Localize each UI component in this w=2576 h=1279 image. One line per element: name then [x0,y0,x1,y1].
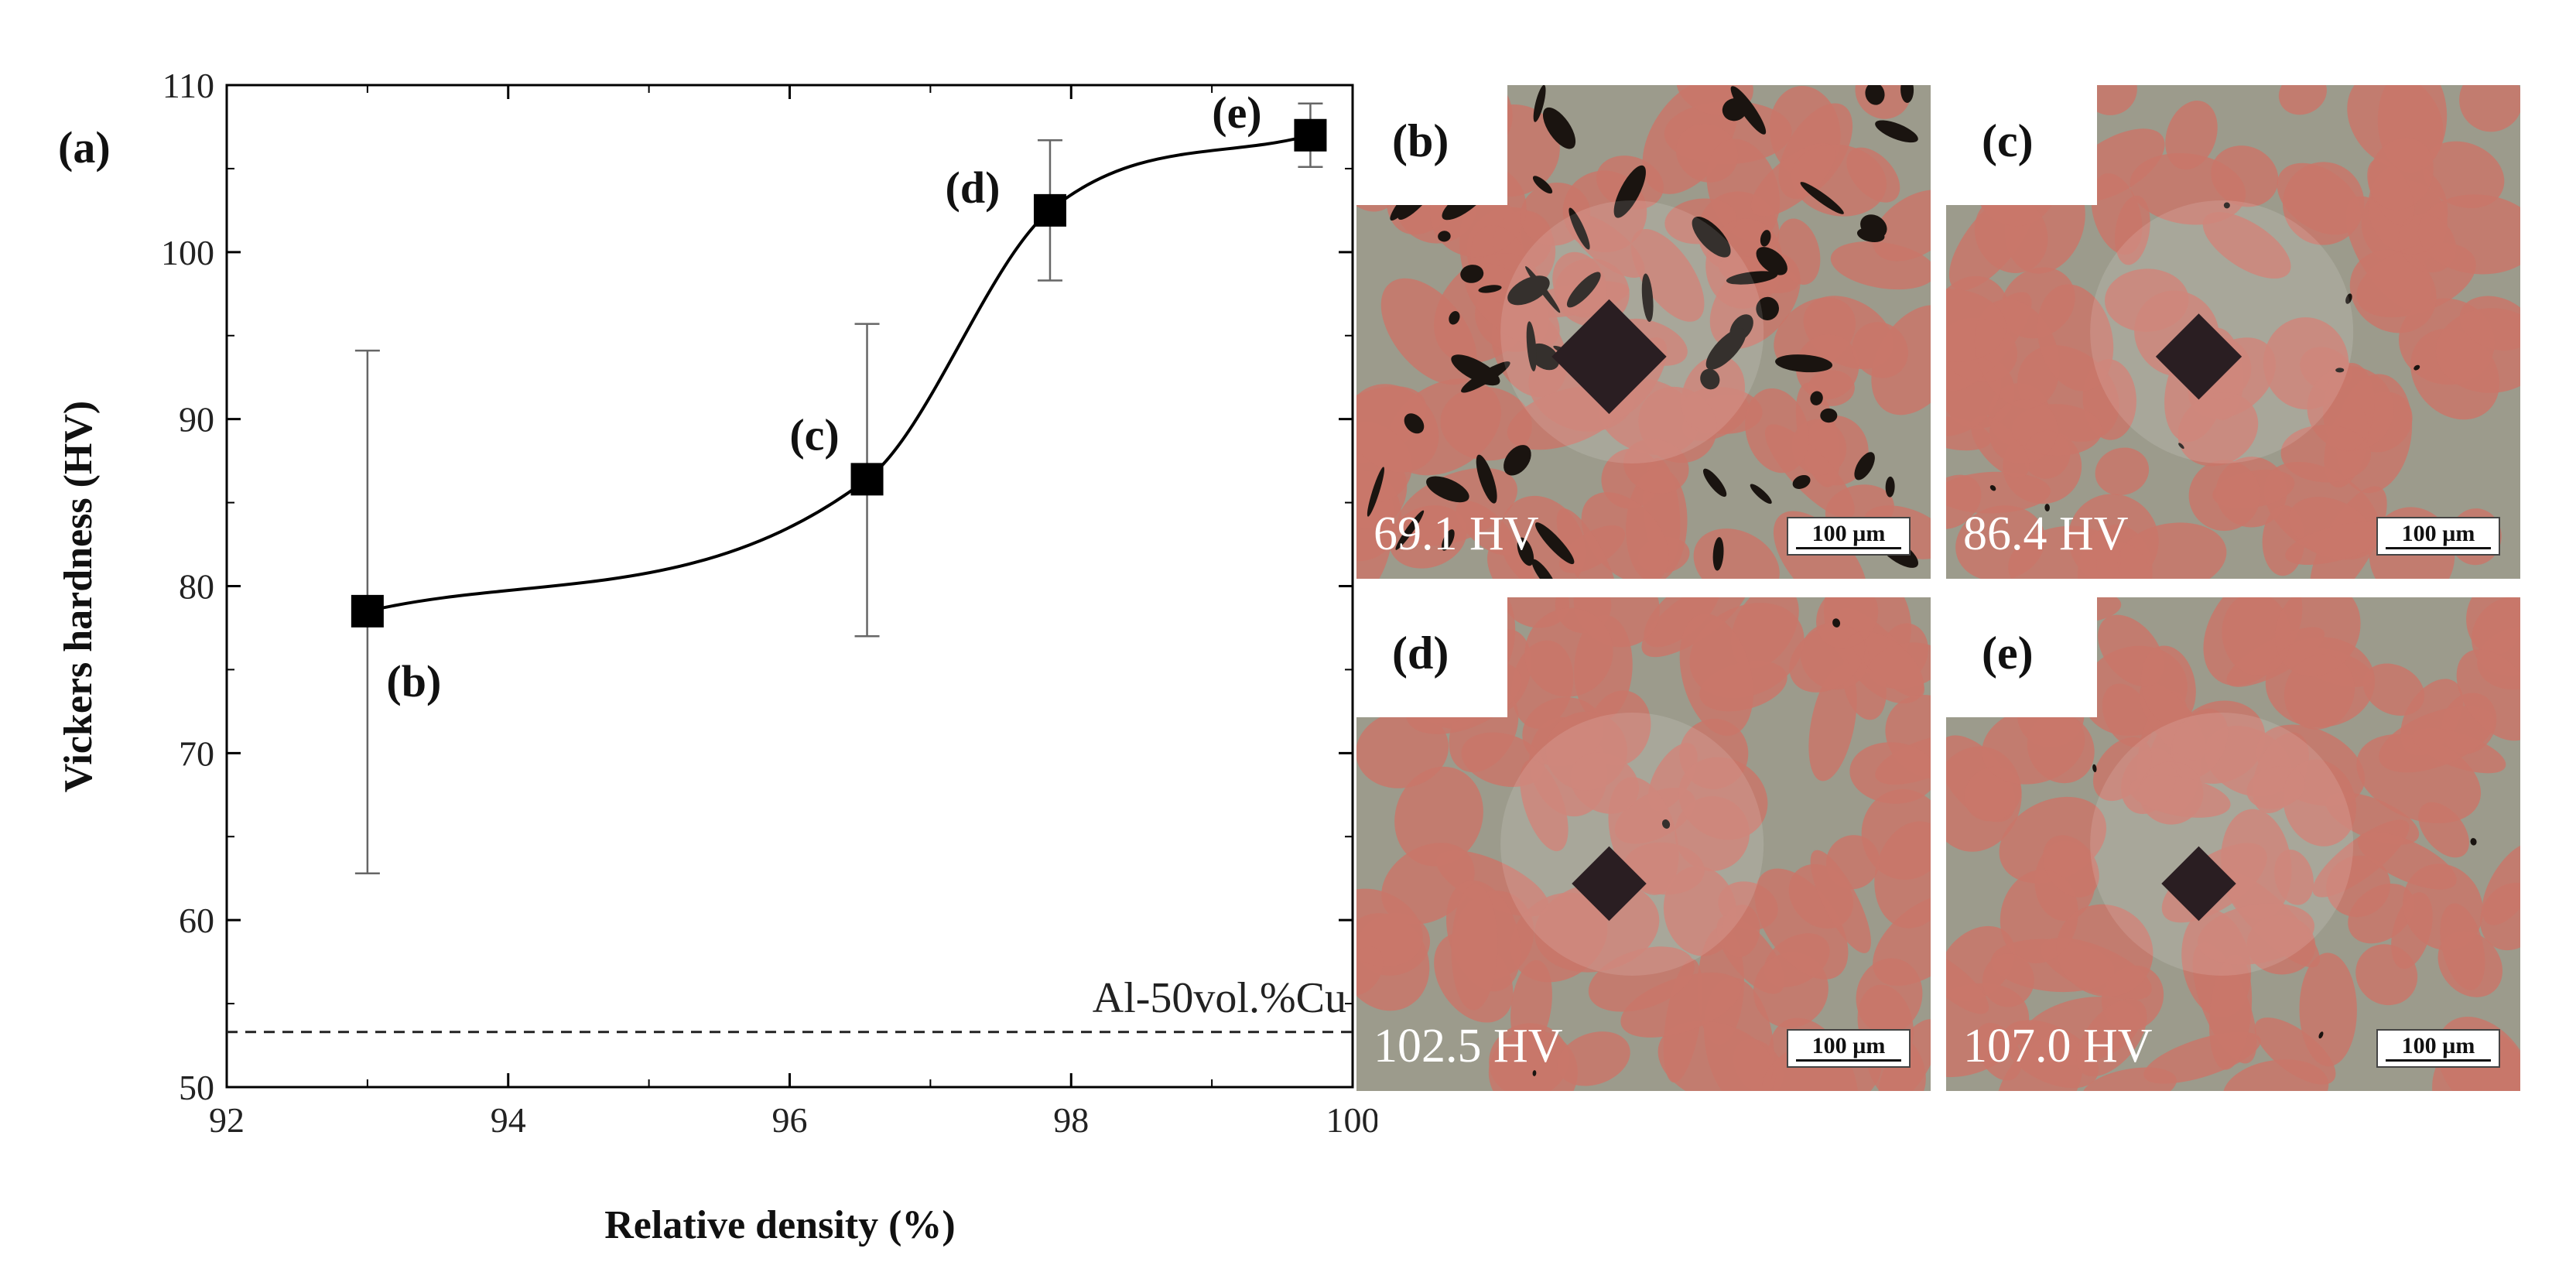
micrograph-image [1356,597,1931,1091]
scale-bar: 100 µm [1787,517,1911,556]
y-tick-label: 110 [162,66,214,105]
scale-bar-rule [2386,1059,2491,1062]
x-tick-label: 92 [209,1100,245,1140]
micrograph-letter: (d) [1392,628,1449,679]
x-tick-label: 94 [491,1100,526,1140]
micrograph-letter: (e) [1982,628,2034,679]
micrograph-panel: (c) 86.4 HV 100 µm [1946,85,2520,579]
x-axis-title: Relative density (%) [604,1203,955,1247]
data-point-label: (e) [1212,87,1261,138]
micrograph-image [1356,85,1931,579]
micrograph-panel: (b) 69.1 HV 100 µm [1356,85,1931,579]
micrograph-hardness-label: 86.4 HV [1963,508,2129,560]
chart-axes: 92 94 96 98 100 50 60 70 80 90 100 110 [161,66,1377,1140]
reference-line-label: Al-50vol.%Cu [1093,974,1346,1022]
data-point-marker [1033,193,1066,227]
scale-bar-label: 100 µm [2401,1033,2475,1058]
scale-bar-rule [1796,1059,1901,1062]
indentation-mark [2161,846,2236,922]
micrograph-image [1946,85,2520,579]
data-point-marker [850,463,884,496]
scale-bar: 100 µm [1787,1029,1911,1068]
data-point-marker [1294,118,1327,152]
y-tick-label: 60 [179,901,214,940]
scale-bar: 100 µm [2376,517,2500,556]
plot-frame [225,84,1354,1089]
indentation-mark [2155,313,2242,400]
data-point-marker [351,594,384,628]
micrograph-panel: (d) 102.5 HV 100 µm [1356,597,1931,1091]
micrograph-hardness-label: 107.0 HV [1963,1020,2153,1072]
micrograph-hardness-label: 102.5 HV [1374,1020,1563,1072]
micrograph-letter: (c) [1982,115,2034,166]
scale-bar-label: 100 µm [1811,1033,1886,1058]
data-point-label: (c) [789,409,839,460]
micrograph-letter: (b) [1392,115,1449,166]
hardness-chart: 92 94 96 98 100 50 60 70 80 90 100 110 Al-50vol.%Cu… [56,66,1377,1247]
reference-line-group: Al-50vol.%Cu [227,974,1353,1034]
panel-label-a: (a) [58,122,111,173]
data-point-label: (d) [946,162,1001,213]
scale-bar-rule [2386,547,2491,549]
y-tick-label: 80 [179,567,214,607]
x-tick-label: 100 [1326,1100,1378,1140]
micrograph-letter-box: (b) [1356,85,1507,205]
y-tick-label: 100 [161,233,214,272]
y-tick-label: 90 [179,400,214,439]
indentation-mark [1572,846,1647,922]
micrograph-image [1946,597,2520,1091]
micrograph-hardness-label: 69.1 HV [1374,508,1539,560]
fit-curve-group [367,133,1311,613]
fit-curve [367,133,1311,613]
data-points-group: (b) (c) (d) (e) [351,87,1327,874]
scale-bar-label: 100 µm [1811,521,1886,546]
micrograph-letter-box: (d) [1356,597,1507,717]
x-tick-label: 98 [1053,1100,1089,1140]
micrograph-letter-box: (e) [1946,597,2097,717]
y-axis-title: Vickers hardness (HV) [56,401,101,793]
x-tick-label: 96 [772,1100,808,1140]
micrograph-letter-box: (c) [1946,85,2097,205]
y-tick-label: 50 [179,1068,214,1107]
scale-bar-label: 100 µm [2401,521,2475,546]
scale-bar-rule [1796,547,1901,549]
scale-bar: 100 µm [2376,1029,2500,1068]
micrograph-panel: (e) 107.0 HV 100 µm [1946,597,2520,1091]
data-point-label: (b) [386,656,441,706]
y-tick-label: 70 [179,734,214,773]
